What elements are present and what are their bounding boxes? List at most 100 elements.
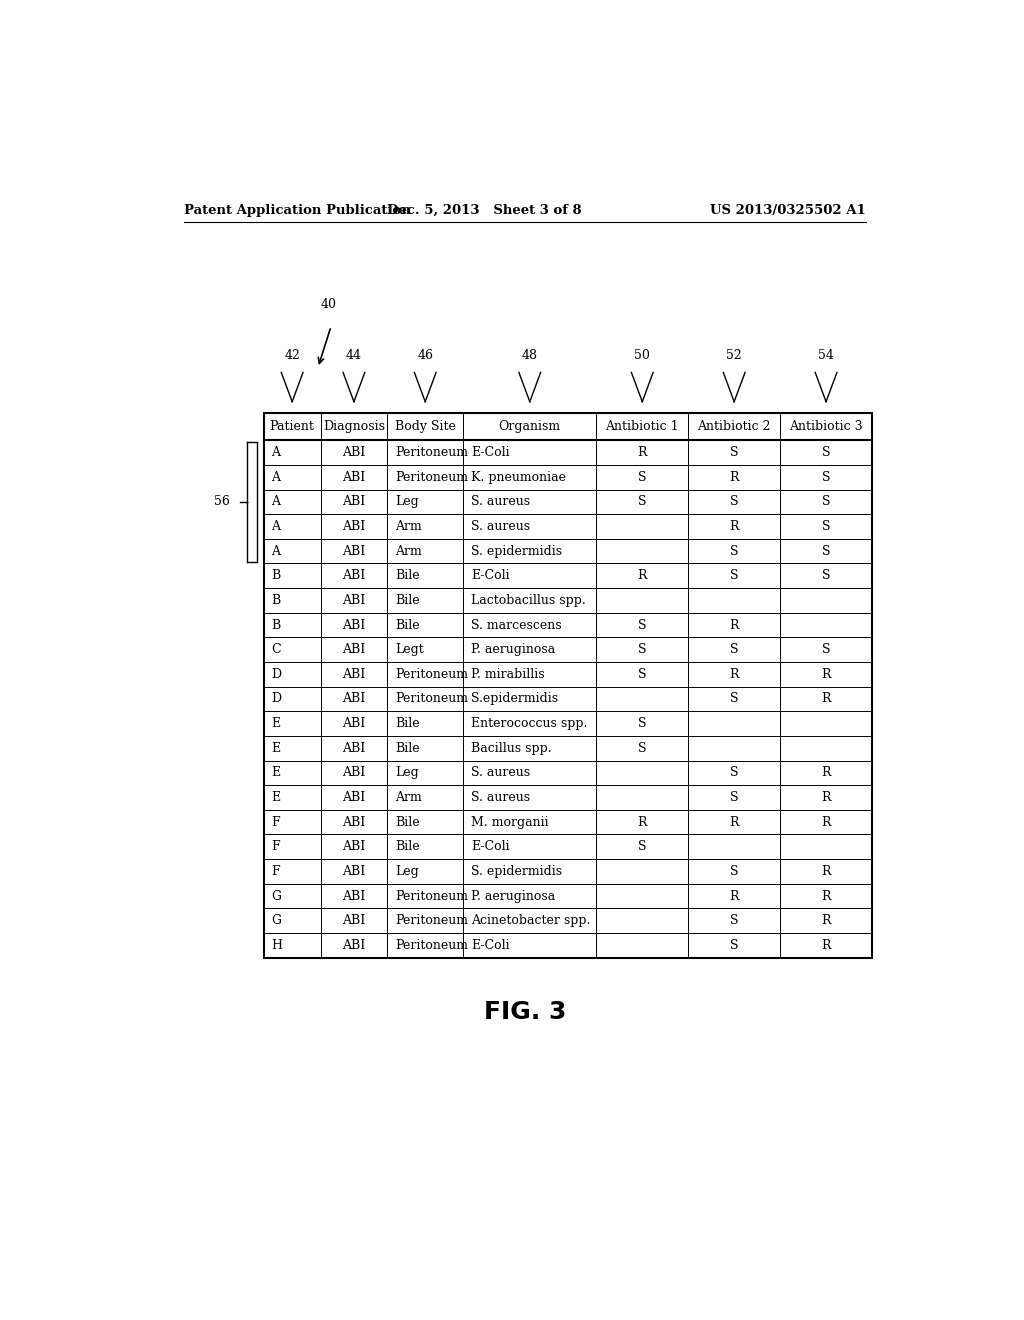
Text: Acinetobacter spp.: Acinetobacter spp.: [471, 915, 591, 927]
Text: E-Coli: E-Coli: [471, 569, 510, 582]
Text: Bile: Bile: [395, 717, 420, 730]
Text: Bile: Bile: [395, 816, 420, 829]
Text: ABI: ABI: [342, 520, 366, 533]
Text: E: E: [271, 791, 281, 804]
Text: ABI: ABI: [342, 545, 366, 557]
Text: S: S: [638, 742, 646, 755]
Text: ABI: ABI: [342, 693, 366, 705]
Text: S. aureus: S. aureus: [471, 520, 530, 533]
Text: S: S: [638, 841, 646, 853]
Text: B: B: [271, 569, 281, 582]
Text: Enterococcus spp.: Enterococcus spp.: [471, 717, 588, 730]
Text: Dec. 5, 2013   Sheet 3 of 8: Dec. 5, 2013 Sheet 3 of 8: [387, 205, 582, 218]
Text: Patent Application Publication: Patent Application Publication: [183, 205, 411, 218]
Text: S: S: [638, 668, 646, 681]
Text: F: F: [271, 841, 280, 853]
Text: R: R: [821, 865, 830, 878]
Text: R: R: [821, 890, 830, 903]
Text: Bacillus spp.: Bacillus spp.: [471, 742, 552, 755]
Text: Arm: Arm: [395, 545, 422, 557]
Text: Bile: Bile: [395, 569, 420, 582]
Text: F: F: [271, 865, 280, 878]
Text: S: S: [638, 495, 646, 508]
Text: A: A: [271, 545, 281, 557]
Text: Peritoneum: Peritoneum: [395, 693, 468, 705]
Text: Peritoneum: Peritoneum: [395, 446, 468, 459]
Text: M. morganii: M. morganii: [471, 816, 549, 829]
Text: S: S: [730, 569, 738, 582]
Text: Peritoneum: Peritoneum: [395, 939, 468, 952]
Text: ABI: ABI: [342, 791, 366, 804]
Text: 52: 52: [726, 350, 742, 363]
Text: G: G: [271, 915, 282, 927]
Text: Bile: Bile: [395, 742, 420, 755]
Text: 50: 50: [634, 350, 650, 363]
Text: A: A: [271, 520, 281, 533]
Text: ABI: ABI: [342, 569, 366, 582]
Text: S: S: [730, 915, 738, 927]
Text: F: F: [271, 816, 280, 829]
Text: Leg: Leg: [395, 495, 419, 508]
Text: R: R: [729, 890, 739, 903]
Text: ABI: ABI: [342, 915, 366, 927]
Text: R: R: [729, 816, 739, 829]
Text: R: R: [821, 693, 830, 705]
Text: A: A: [271, 471, 281, 483]
Text: Peritoneum: Peritoneum: [395, 890, 468, 903]
Text: FIG. 3: FIG. 3: [483, 1001, 566, 1024]
Text: ABI: ABI: [342, 619, 366, 631]
Text: S: S: [822, 643, 830, 656]
Text: Patient: Patient: [269, 420, 314, 433]
Text: R: R: [821, 939, 830, 952]
Text: S: S: [822, 520, 830, 533]
Text: P. mirabillis: P. mirabillis: [471, 668, 545, 681]
Text: R: R: [638, 816, 647, 829]
Text: Arm: Arm: [395, 791, 422, 804]
Text: E: E: [271, 742, 281, 755]
Text: ABI: ABI: [342, 841, 366, 853]
Text: S: S: [638, 643, 646, 656]
Text: R: R: [821, 668, 830, 681]
Text: S: S: [822, 471, 830, 483]
Text: S: S: [822, 446, 830, 459]
Text: Antibiotic 2: Antibiotic 2: [697, 420, 771, 433]
Text: H: H: [271, 939, 283, 952]
Text: Antibiotic 1: Antibiotic 1: [605, 420, 679, 433]
Text: K. pneumoniae: K. pneumoniae: [471, 471, 566, 483]
Text: S: S: [730, 767, 738, 779]
Text: S. epidermidis: S. epidermidis: [471, 545, 562, 557]
Text: S: S: [822, 495, 830, 508]
Text: Peritoneum: Peritoneum: [395, 915, 468, 927]
Text: ABI: ABI: [342, 816, 366, 829]
Text: ABI: ABI: [342, 643, 366, 656]
Text: ABI: ABI: [342, 594, 366, 607]
Text: 46: 46: [417, 350, 433, 363]
Text: B: B: [271, 594, 281, 607]
Text: 54: 54: [818, 350, 834, 363]
Text: P. aeruginosa: P. aeruginosa: [471, 643, 555, 656]
Text: S: S: [638, 717, 646, 730]
Text: 44: 44: [346, 350, 361, 363]
Text: S: S: [638, 471, 646, 483]
Text: R: R: [821, 816, 830, 829]
Text: Diagnosis: Diagnosis: [323, 420, 385, 433]
Text: Leg: Leg: [395, 767, 419, 779]
Text: D: D: [271, 693, 282, 705]
Text: Body Site: Body Site: [395, 420, 456, 433]
Text: G: G: [271, 890, 282, 903]
Text: R: R: [729, 668, 739, 681]
Text: ABI: ABI: [342, 446, 366, 459]
Text: E-Coli: E-Coli: [471, 939, 510, 952]
Text: R: R: [821, 767, 830, 779]
Text: ABI: ABI: [342, 767, 366, 779]
Text: E-Coli: E-Coli: [471, 841, 510, 853]
Text: ABI: ABI: [342, 495, 366, 508]
Text: S: S: [730, 693, 738, 705]
Text: S: S: [822, 545, 830, 557]
Text: D: D: [271, 668, 282, 681]
Text: S. aureus: S. aureus: [471, 767, 530, 779]
Text: US 2013/0325502 A1: US 2013/0325502 A1: [710, 205, 866, 218]
Text: Legt: Legt: [395, 643, 424, 656]
Text: Organism: Organism: [499, 420, 561, 433]
Text: A: A: [271, 446, 281, 459]
